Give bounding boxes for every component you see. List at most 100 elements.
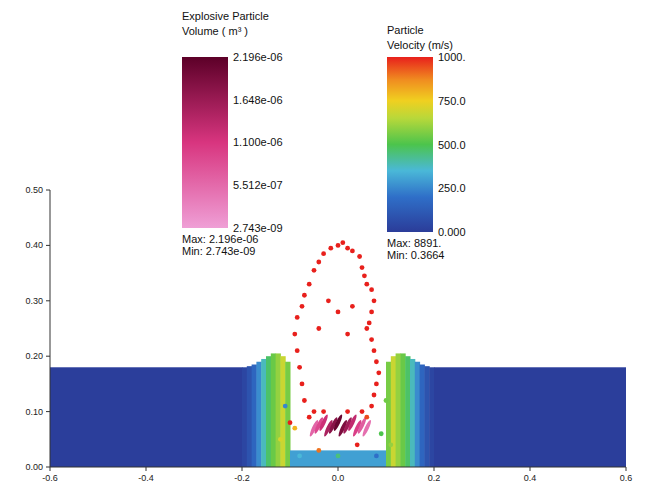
particle [336,454,341,459]
field-cell [280,356,285,467]
particle [307,415,312,420]
x-tick-label: 0.6 [620,473,633,483]
colorbar-title: Volume ( m³ ) [182,25,248,37]
particle [336,243,341,248]
x-tick [626,467,627,471]
colorbar-tick-label: 1.648e-06 [233,94,283,106]
colorbar-tick-label: 0.000 [438,226,466,238]
colorbar-tick-label: 1000. [438,51,466,63]
colorbar-title: Particle [387,24,424,36]
colorbar-tick-label: 750.0 [438,95,466,107]
particle [312,409,317,414]
field-cell [429,367,434,467]
y-tick-label: 0.00 [25,462,43,472]
particle [374,454,379,459]
particle [321,251,326,256]
x-tick [338,467,339,471]
x-tick [530,467,531,471]
field-cell [290,450,387,467]
particle [364,326,369,331]
field-cell [252,365,257,467]
particle [369,309,374,314]
colorbar-max: Max: 2.196e-06 [182,233,258,245]
chart: -0.6 -0.4 -0.2 0.0 0.2 0.4 0.6 0.00 0.10 0.20 0.30… [0,0,646,490]
particle [336,309,341,314]
particle [374,359,379,364]
particle [300,304,305,309]
field-cell [420,365,425,467]
particle [372,393,377,398]
field-cell [276,353,281,467]
field-cell [396,353,401,467]
particle [288,420,293,425]
particle [300,382,305,387]
particle [357,254,362,259]
particle [360,409,365,414]
y-tick [46,467,50,468]
colorbar-min: Min: 2.743e-09 [182,245,255,257]
particle [340,240,345,245]
particle [316,326,321,331]
particle [295,348,300,353]
particle [316,260,321,265]
colorbar-tick-label: 500.0 [438,139,466,151]
y-axis [50,190,51,467]
colorbar-tick-label: 1.100e-06 [233,136,283,148]
colorbar [387,57,433,232]
y-tick [46,190,50,191]
particle [388,442,393,447]
y-tick-label: 0.40 [25,240,43,250]
field-cell [391,356,396,467]
particle [350,304,355,309]
x-tick-label: -0.4 [138,473,154,483]
y-tick-label: 0.30 [25,296,43,306]
particle [283,404,288,409]
particle [326,298,331,303]
particle [312,268,317,273]
x-tick-label: 0.2 [428,473,441,483]
field-cell [271,353,276,467]
y-tick [46,300,50,301]
y-tick [46,245,50,246]
y-tick-label: 0.20 [25,351,43,361]
colorbar-min: Min: 0.3664 [387,249,444,261]
x-tick-label: 0.4 [524,473,537,483]
particle [364,415,369,420]
x-tick-label: -0.6 [42,473,58,483]
particle [297,365,302,370]
colorbar-title: Explosive Particle [182,10,269,22]
field-cell [386,362,391,467]
particle [379,431,384,436]
field-cell [405,356,410,467]
x-tick-label: -0.2 [234,473,250,483]
particle [360,265,365,270]
field-cell [256,362,261,467]
particle [362,273,367,278]
field-cell [266,356,271,467]
field-cell [285,362,290,467]
particle [295,315,300,320]
particle [364,282,369,287]
y-tick-label: 0.10 [25,407,43,417]
x-tick [50,467,51,471]
x-tick [434,467,435,471]
particle [316,448,321,453]
explosive-particle [361,419,372,437]
colorbar [182,57,228,228]
colorbar-tick-label: 5.512e-07 [233,179,283,191]
x-tick-label: 0.0 [332,473,345,483]
field-cell [410,359,415,467]
particle [369,404,374,409]
particle [297,454,302,459]
particle [369,337,374,342]
particle [384,398,389,403]
y-tick-label: 0.50 [25,185,43,195]
particle [372,348,377,353]
field-cell [434,367,626,467]
field-cell [400,353,405,467]
particle [292,426,297,431]
x-tick [242,467,243,471]
particle [372,298,377,303]
particle [292,332,297,337]
particle [355,442,360,447]
